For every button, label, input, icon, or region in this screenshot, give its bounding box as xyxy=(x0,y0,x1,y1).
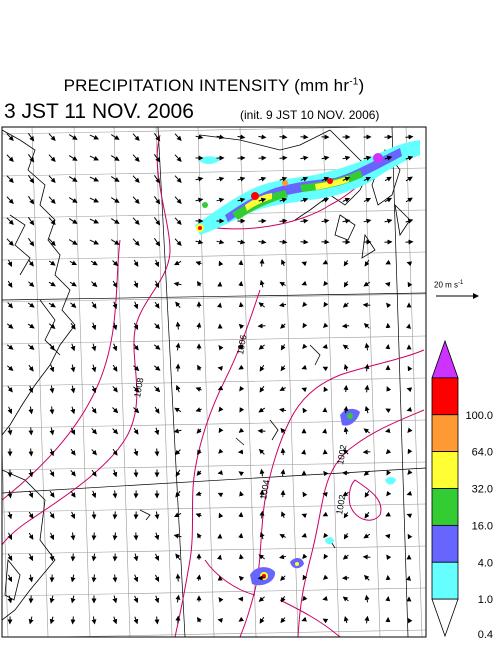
isobar-label: 1004 xyxy=(258,479,271,500)
ref-units-exponent: -1 xyxy=(458,280,464,286)
isobar-label: 1002 xyxy=(334,494,347,515)
map-title: PRECIPITATION INTENSITY (mm hr-1) xyxy=(0,76,428,96)
map-frame xyxy=(1,126,427,638)
colorbar-cell xyxy=(431,451,459,489)
title-text: PRECIPITATION INTENSITY (mm hr xyxy=(63,76,350,95)
coastlines xyxy=(2,129,411,621)
colorbar-cell xyxy=(431,339,459,379)
reference-vector-label: 20 m s-1 xyxy=(434,280,463,290)
colorbar-cell xyxy=(431,414,459,453)
title-close: ) xyxy=(358,76,365,95)
colorbar: 0.4 1.0 4.0 16.0 32.0 64.0 100.0 xyxy=(431,339,493,641)
isobar-label: 1008 xyxy=(132,377,145,398)
title-unit-exponent: -1 xyxy=(349,76,359,88)
ref-units: 20 m s xyxy=(434,280,459,290)
init-time: (init. 9 JST 10 NOV. 2006) xyxy=(240,108,380,122)
isobar-label: 1006 xyxy=(235,334,248,355)
precipitation-areas xyxy=(195,140,420,586)
colorbar-cell xyxy=(431,377,459,416)
colorbar-label: 4.0 xyxy=(478,557,493,569)
colorbar-label: 64.0 xyxy=(472,447,493,459)
colorbar-label: 32.0 xyxy=(472,484,493,496)
valid-time: 3 JST 11 NOV. 2006 xyxy=(4,100,194,123)
isobar-labels: 1006 1008 1004 1002 1002 xyxy=(132,334,348,515)
colorbar-label: 16.0 xyxy=(472,520,493,532)
colorbar-cell xyxy=(431,524,459,563)
wind-vectors xyxy=(6,133,414,625)
isobar-label: 1002 xyxy=(335,444,348,465)
colorbar-cell xyxy=(431,488,459,526)
isobar-lines xyxy=(2,134,425,637)
colorbar-cell xyxy=(431,598,459,638)
colorbar-label: 0.4 xyxy=(478,629,493,641)
colorbar-cell xyxy=(431,561,459,600)
colorbar-label: 1.0 xyxy=(478,594,493,606)
colorbar-label: 100.0 xyxy=(465,410,493,422)
